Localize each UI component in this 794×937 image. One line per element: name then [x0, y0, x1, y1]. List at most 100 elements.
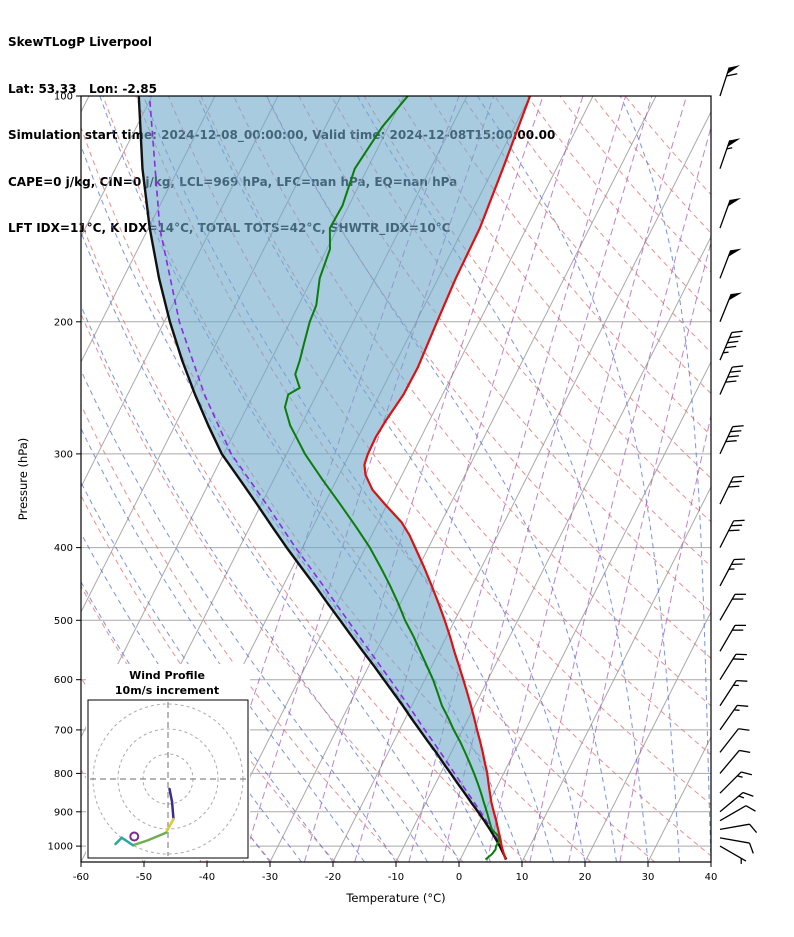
- barb-full: [725, 440, 737, 443]
- barb-full: [733, 475, 745, 478]
- barb-half: [726, 147, 733, 150]
- mixing-ratio-line: [408, 96, 627, 862]
- isotherm-line: [647, 735, 711, 862]
- barb-staff: [719, 559, 735, 587]
- wind-barb: [719, 771, 753, 794]
- barb-full: [730, 480, 742, 483]
- barb-full: [732, 425, 744, 428]
- isotherm-line: [269, 96, 657, 862]
- barb-staff: [719, 293, 732, 323]
- y-tick-label: 500: [54, 616, 73, 627]
- moist-adiabat-line: [356, 96, 649, 862]
- barb-full: [728, 485, 740, 488]
- dry-adiabat-line: [167, 96, 711, 806]
- y-tick-label: 400: [54, 543, 73, 554]
- wind-barb: [719, 197, 742, 229]
- dry-adiabat-line: [81, 312, 464, 862]
- barb-half: [723, 351, 729, 354]
- x-tick-label: -50: [136, 872, 152, 883]
- moist-adiabat-line: [81, 231, 460, 862]
- y-tick-label: 800: [54, 769, 73, 780]
- barb-staff: [719, 837, 750, 844]
- barb-full: [729, 335, 741, 339]
- x-tick-label: 40: [705, 872, 718, 883]
- parcel-line: [137, 96, 508, 861]
- barb-full: [726, 73, 738, 77]
- wind-barb: [719, 365, 744, 395]
- barb-pennant: [727, 65, 741, 75]
- header-title: SkewTLogP Liverpool: [8, 35, 152, 49]
- temperature-line: [363, 96, 532, 860]
- barb-staff: [719, 728, 739, 753]
- wind-barb: [719, 749, 751, 774]
- barb-full: [725, 380, 737, 383]
- y-tick-label: 600: [54, 675, 73, 686]
- barb-staff: [719, 520, 735, 548]
- barb-full: [748, 842, 754, 854]
- barb-full: [733, 519, 745, 522]
- wind-barb: [719, 653, 747, 681]
- dry-adiabat-line: [559, 96, 711, 273]
- y-tick-label: 100: [54, 92, 73, 103]
- barb-full: [731, 524, 743, 527]
- moist-adiabat-line: [733, 96, 745, 862]
- isotherm-line: [521, 485, 711, 862]
- hodograph-trace-segment: [114, 836, 135, 847]
- mixing-ratio-line: [529, 125, 711, 862]
- barb-half: [737, 775, 743, 778]
- dry-adiabat-line: [428, 96, 711, 437]
- y-tick-label: 1000: [48, 842, 73, 853]
- y-tick-label: 700: [54, 725, 73, 736]
- wind-barb: [719, 593, 746, 621]
- isotherm-line: [458, 360, 711, 862]
- barb-full: [731, 330, 743, 334]
- barb-staff: [719, 750, 740, 774]
- barb-staff: [719, 704, 738, 731]
- x-tick-label: 0: [456, 872, 462, 883]
- dry-adiabat-line: [592, 96, 711, 234]
- barb-staff: [719, 140, 731, 169]
- barb-full: [725, 345, 737, 349]
- barb-full: [745, 805, 756, 812]
- dry-adiabat-line: [265, 96, 711, 659]
- dry-adiabat-line: [461, 96, 711, 395]
- isotherm-line: [81, 96, 153, 239]
- barb-staff: [719, 805, 747, 822]
- barb-staff: [719, 332, 733, 361]
- barb-full: [732, 365, 744, 368]
- wind-barb: [719, 138, 741, 169]
- hodograph-inset-layer: [86, 664, 250, 860]
- barb-full: [736, 679, 748, 682]
- barb-full: [727, 375, 739, 378]
- barb-staff: [719, 67, 730, 97]
- dry-adiabat-line: [624, 96, 711, 196]
- isotherm-line: [81, 96, 90, 114]
- barb-full: [738, 728, 750, 731]
- y-tick-label: 300: [54, 449, 73, 460]
- wind-barb: [719, 805, 756, 822]
- dry-adiabat-line: [526, 96, 711, 313]
- wind-barb: [719, 475, 745, 505]
- y-tick-label: 200: [54, 317, 73, 328]
- wind-barb: [719, 704, 749, 731]
- barb-full: [728, 529, 740, 532]
- dry-adiabat-line: [200, 96, 711, 756]
- wind-barb: [719, 248, 742, 279]
- dry-adiabat-line: [0, 96, 80, 862]
- barb-staff: [719, 823, 750, 831]
- cape-shading: [138, 96, 531, 860]
- x-axis-title: Temperature (°C): [345, 891, 445, 905]
- parcel-dashed-line: [148, 96, 507, 860]
- inset-border: [87, 699, 249, 859]
- dewpoint-line: [283, 96, 501, 861]
- moist-adiabat-line: [81, 369, 397, 862]
- x-tick-label: -20: [325, 872, 341, 883]
- wind-barb: [719, 837, 754, 854]
- wind-barb: [719, 65, 741, 97]
- barb-staff: [719, 653, 737, 681]
- wind-barb: [719, 845, 747, 864]
- barb-pennant: [727, 138, 741, 147]
